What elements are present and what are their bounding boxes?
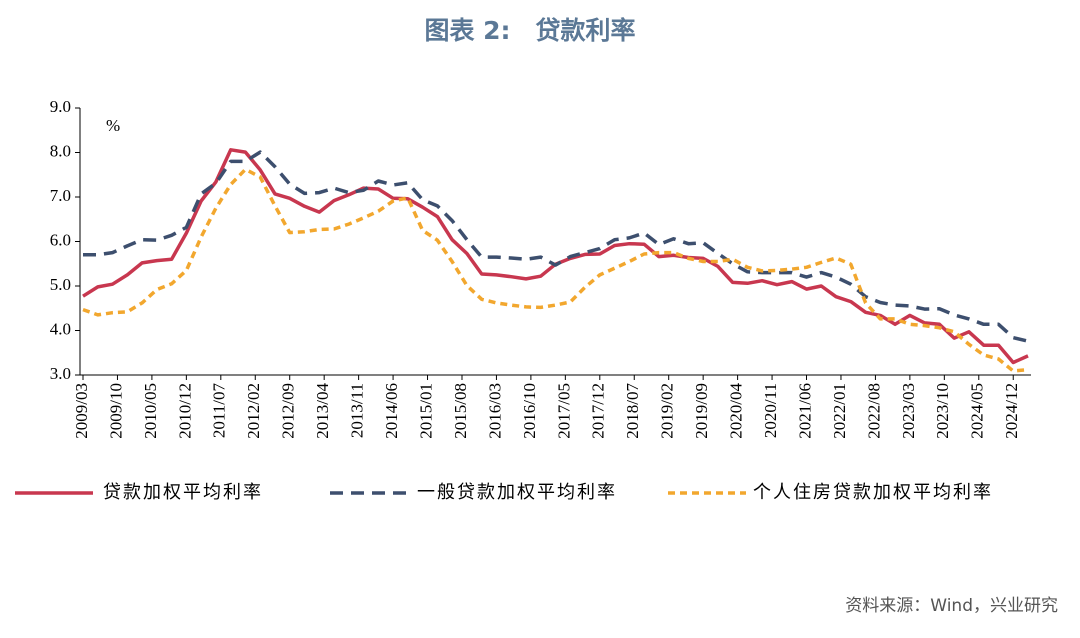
series-line <box>82 148 1029 365</box>
x-tick-label: 2016/10 <box>520 383 539 439</box>
x-tick-label: 2009/10 <box>106 383 125 439</box>
x-tick-label: 2012/02 <box>244 383 263 439</box>
source-note: 资料来源：Wind，兴业研究 <box>845 596 1058 616</box>
x-tick-label: 2020/11 <box>761 383 780 438</box>
series-line <box>83 150 1029 343</box>
x-tick-label: 2012/09 <box>279 383 298 439</box>
x-tick-label: 2011/07 <box>210 383 229 439</box>
x-tick-label: 2015/08 <box>451 383 470 439</box>
x-tick-label: 2017/05 <box>554 383 573 439</box>
x-tick-label: 2021/06 <box>795 383 814 439</box>
y-tick-label: 8.0 <box>50 141 71 160</box>
x-tick-label: 2013/11 <box>348 383 367 438</box>
x-tick-label: 2019/02 <box>658 383 677 439</box>
y-tick-label: 5.0 <box>50 275 71 294</box>
y-tick-label: 6.0 <box>50 230 71 249</box>
x-tick-label: 2019/09 <box>692 383 711 439</box>
y-tick-label: 7.0 <box>50 186 71 205</box>
x-tick-label: 2022/01 <box>830 383 849 439</box>
y-tick-label: 4.0 <box>50 319 71 338</box>
x-tick-label: 2017/12 <box>589 383 608 439</box>
y-tick-label: 9.0 <box>50 97 71 116</box>
x-tick-label: 2010/05 <box>141 383 160 439</box>
legend-label: 贷款加权平均利率 <box>103 482 263 503</box>
x-tick-label: 2020/04 <box>727 383 746 439</box>
y-tick-label: 3.0 <box>50 364 71 383</box>
legend-label: 个人住房贷款加权平均利率 <box>753 482 993 503</box>
x-tick-label: 2013/04 <box>313 383 332 439</box>
x-tick-label: 2024/05 <box>968 383 987 439</box>
x-tick-label: 2018/07 <box>623 383 642 439</box>
x-tick-label: 2022/08 <box>864 383 883 439</box>
x-tick-label: 2024/12 <box>1002 383 1021 439</box>
y-unit: % <box>106 116 120 135</box>
chart-title: 图表 2: 贷款利率 <box>424 16 635 45</box>
legend-label: 一般贷款加权平均利率 <box>417 482 617 503</box>
x-tick-label: 2014/06 <box>382 383 401 439</box>
x-tick-label: 2023/10 <box>933 383 952 439</box>
x-tick-label: 2010/12 <box>175 383 194 439</box>
x-tick-label: 2016/03 <box>485 383 504 439</box>
series-line <box>82 167 1029 373</box>
x-tick-label: 2015/01 <box>416 383 435 439</box>
x-tick-label: 2023/03 <box>899 383 918 439</box>
x-tick-label: 2009/03 <box>72 383 91 439</box>
